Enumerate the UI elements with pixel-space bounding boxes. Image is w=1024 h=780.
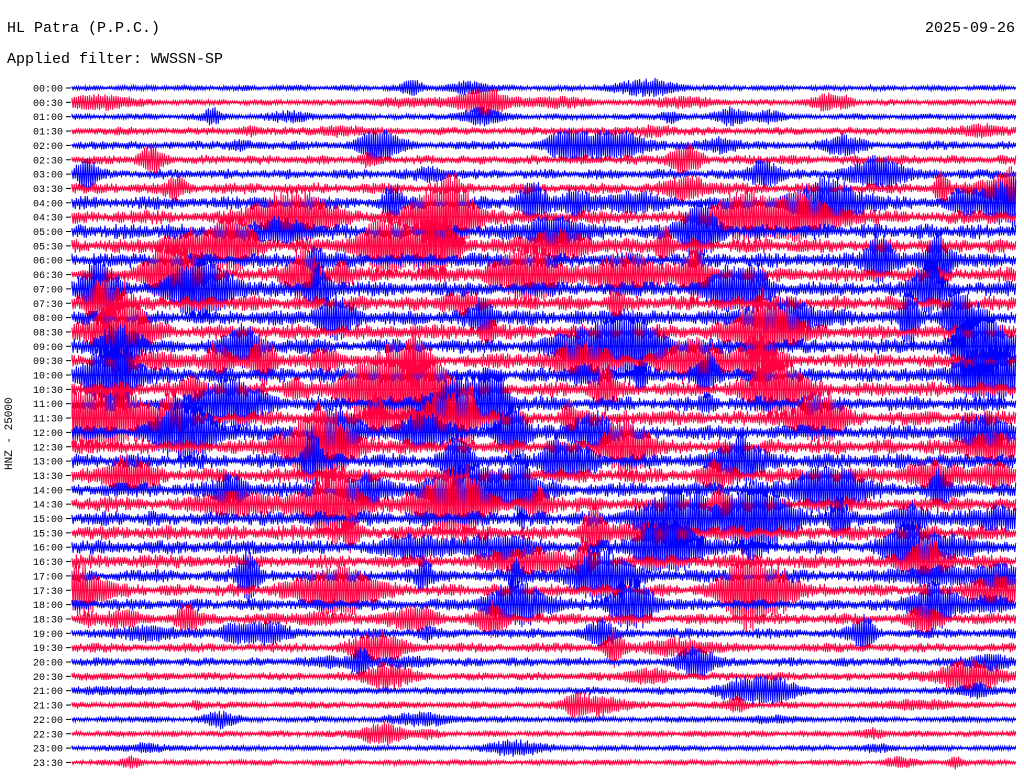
row-label: 21:30	[33, 702, 63, 713]
station-title: HL Patra (P.P.C.)	[7, 20, 161, 37]
row-label: 08:30	[33, 328, 63, 339]
trace-group	[71, 77, 1017, 770]
seismic-trace	[71, 166, 1017, 212]
row-label-group: 00:00 00:30 01:00 01:30 02:00 02:30 03:00 03:30…	[33, 85, 71, 770]
seismic-trace	[71, 545, 1017, 608]
row-label: 23:30	[33, 759, 63, 770]
seismic-trace	[71, 253, 1017, 324]
seismic-trace	[71, 279, 1017, 331]
row-label: 08:00	[33, 314, 63, 325]
row-label: 02:00	[33, 142, 63, 153]
row-label: 14:30	[33, 501, 63, 512]
row-label: 03:30	[33, 185, 63, 196]
row-label: 06:00	[33, 257, 63, 268]
row-label: 16:00	[33, 544, 63, 555]
row-label: 15:00	[33, 515, 63, 526]
row-label: 20:30	[33, 673, 63, 684]
row-label: 05:30	[33, 242, 63, 253]
row-label: 12:00	[33, 429, 63, 440]
row-label: 09:30	[33, 357, 63, 368]
seismic-trace	[71, 600, 1017, 639]
row-label: 15:30	[33, 529, 63, 540]
row-label: 18:00	[33, 601, 63, 612]
row-label: 04:00	[33, 199, 63, 210]
row-label: 22:00	[33, 716, 63, 727]
seismic-trace	[71, 657, 1017, 696]
row-label: 13:00	[33, 458, 63, 469]
row-label: 18:30	[33, 615, 63, 626]
row-label: 07:30	[33, 300, 63, 311]
seismic-trace	[71, 123, 1017, 139]
row-label: 12:30	[33, 443, 63, 454]
row-label: 13:30	[33, 472, 63, 483]
seismic-trace	[71, 287, 1017, 352]
seismic-trace	[71, 323, 1017, 396]
row-label: 20:00	[33, 659, 63, 670]
filter-label: Applied filter: WWSSN-SP	[7, 51, 224, 68]
seismic-trace	[71, 209, 1017, 283]
row-label: 10:30	[33, 386, 63, 397]
seismic-trace	[71, 463, 1017, 546]
seismic-trace	[71, 628, 1017, 668]
row-label: 10:00	[33, 372, 63, 383]
row-label: 19:30	[33, 644, 63, 655]
row-label: 09:00	[33, 343, 63, 354]
row-label: 00:00	[33, 85, 63, 96]
seismic-trace	[71, 401, 1017, 493]
row-label: 01:30	[33, 128, 63, 139]
row-label: 17:30	[33, 587, 63, 598]
row-label: 01:00	[33, 113, 63, 124]
row-label: 17:00	[33, 572, 63, 583]
row-label: 07:00	[33, 285, 63, 296]
seismic-trace	[71, 380, 1017, 454]
seismic-trace	[71, 536, 1017, 594]
row-label: 21:00	[33, 687, 63, 698]
row-label: 11:30	[33, 415, 63, 426]
row-label: 16:30	[33, 558, 63, 569]
row-label: 04:30	[33, 214, 63, 225]
date-label: 2025-09-26	[924, 20, 1015, 37]
seismic-trace	[71, 578, 1017, 631]
row-label: 11:00	[33, 400, 63, 411]
seismic-trace	[71, 478, 1017, 564]
row-label: 03:00	[33, 171, 63, 182]
seismic-trace	[71, 127, 1017, 165]
row-label: 00:30	[33, 99, 63, 110]
row-label: 22:30	[33, 730, 63, 741]
row-label: 05:00	[33, 228, 63, 239]
seismic-trace	[71, 275, 1017, 389]
seismic-trace	[71, 548, 1017, 635]
row-label: 06:30	[33, 271, 63, 282]
seismic-trace	[71, 175, 1017, 232]
seismic-trace	[71, 517, 1017, 576]
seismic-trace	[71, 425, 1017, 495]
row-label: 23:00	[33, 745, 63, 756]
row-label: 19:00	[33, 630, 63, 641]
row-label: 14:00	[33, 486, 63, 497]
row-label: 02:30	[33, 156, 63, 167]
